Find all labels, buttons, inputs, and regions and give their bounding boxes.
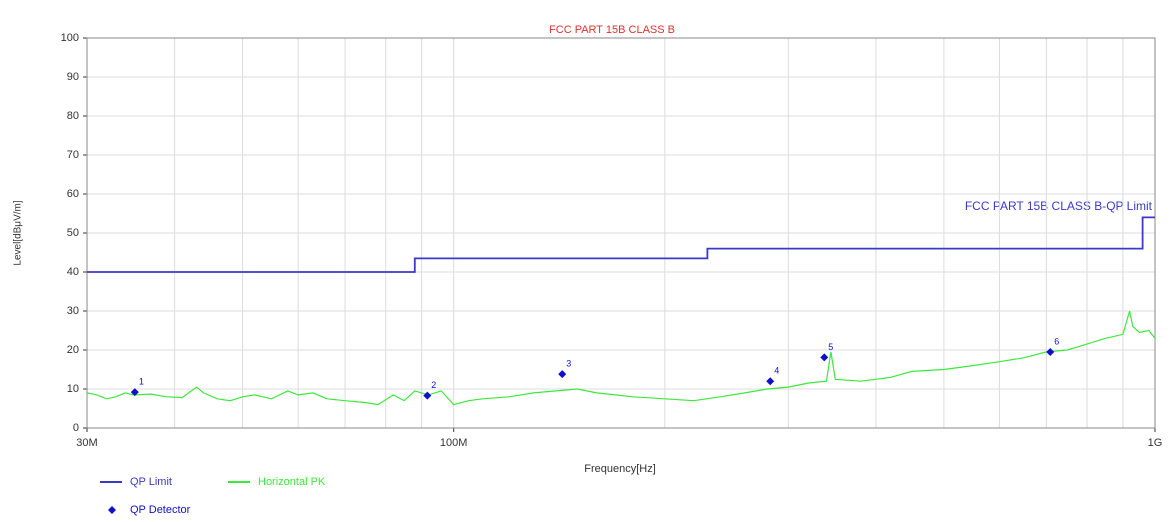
y-tick-label: 90: [67, 71, 79, 83]
qp-point: [820, 353, 829, 362]
legend-label: QP Detector: [130, 504, 191, 516]
x-tick-label: 30M: [76, 437, 97, 449]
y-tick-label: 50: [67, 227, 79, 239]
plot-frame: [86, 37, 1156, 429]
qp-point: [423, 391, 432, 400]
legend-label: Horizontal PK: [258, 476, 326, 488]
y-axis-label: Level[dBμV/m]: [13, 200, 24, 265]
y-tick-label: 40: [67, 266, 79, 278]
series-line: [87, 216, 1155, 273]
x-tick-label: 1G: [1148, 437, 1163, 449]
series-line: [86, 310, 1156, 406]
y-tick-label: 0: [73, 422, 79, 434]
x-axis-label: Frequency[Hz]: [584, 463, 656, 475]
point-label: 5: [828, 342, 833, 352]
y-tick-label: 100: [61, 32, 79, 44]
legend-marker: [108, 506, 116, 514]
point-label: 2: [431, 380, 436, 390]
qp-point: [766, 377, 775, 386]
point-label: 4: [774, 366, 779, 376]
y-tick-label: 30: [67, 305, 79, 317]
y-tick-label: 60: [67, 188, 79, 200]
limit-annotation: FCC PART 15B CLASS B-QP Limit: [965, 199, 1153, 213]
y-tick-label: 20: [67, 344, 79, 356]
legend-label: QP Limit: [130, 476, 172, 488]
qp-point: [130, 388, 139, 397]
qp-point: [558, 370, 567, 379]
y-tick-label: 80: [67, 110, 79, 122]
point-label: 6: [1054, 336, 1059, 346]
y-tick-label: 10: [67, 383, 79, 395]
y-tick-label: 70: [67, 149, 79, 161]
point-label: 1: [139, 376, 144, 386]
qp-point: [1046, 347, 1055, 356]
point-label: 3: [566, 359, 571, 369]
x-tick-label: 100M: [440, 437, 468, 449]
chart-title: FCC PART 15B CLASS B: [549, 24, 675, 36]
